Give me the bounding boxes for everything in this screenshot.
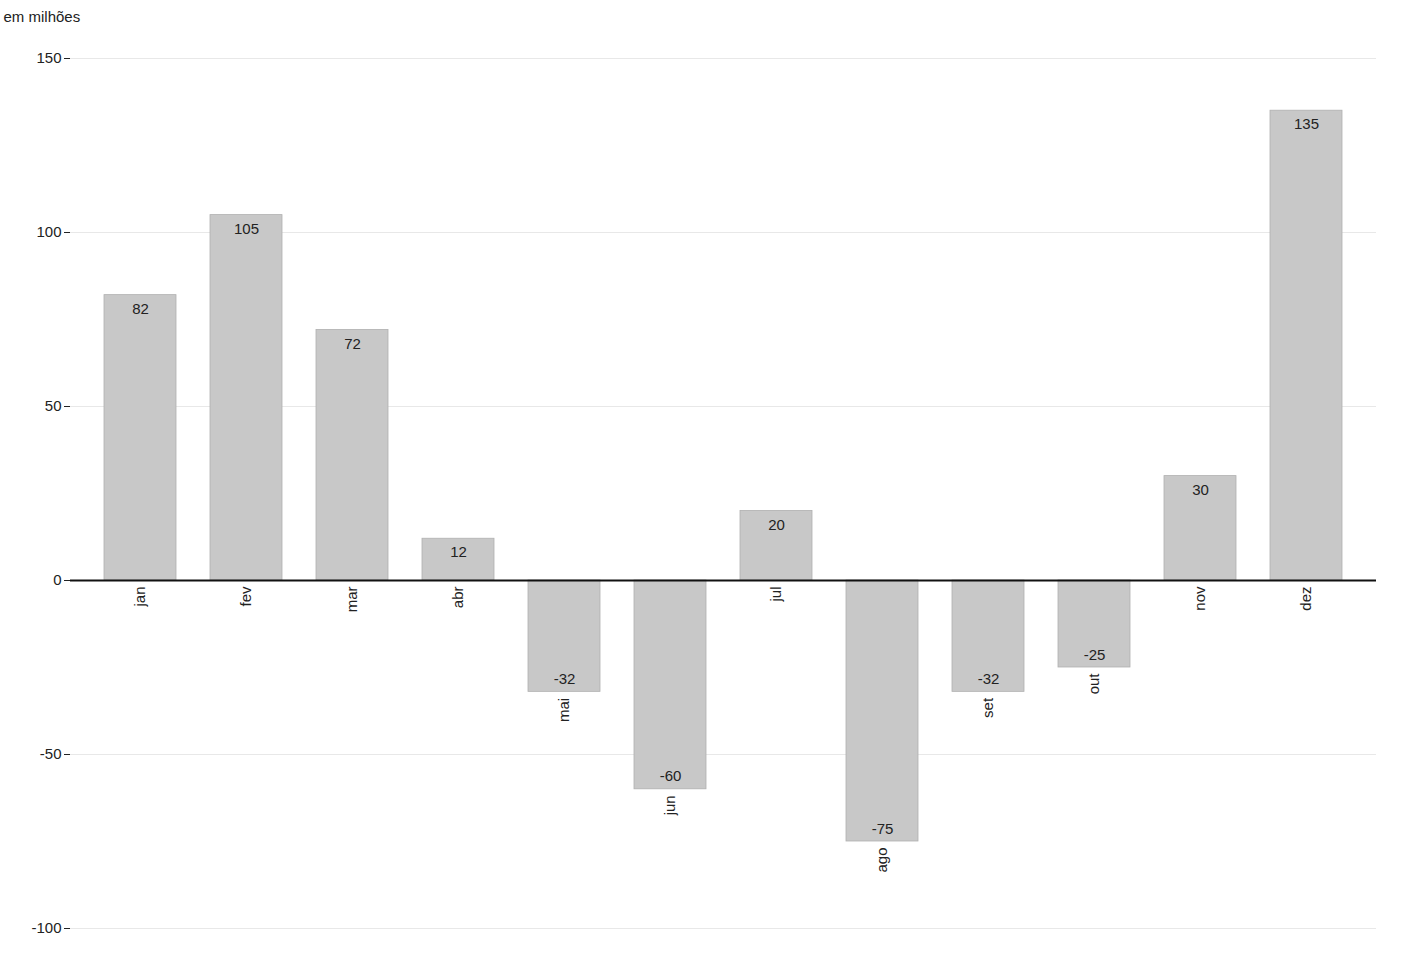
svg-text:0: 0 (53, 571, 61, 588)
svg-text:105: 105 (234, 220, 259, 237)
svg-text:jan: jan (131, 587, 148, 608)
svg-text:-100: -100 (31, 919, 61, 936)
svg-text:mai: mai (555, 698, 572, 722)
svg-text:100: 100 (36, 223, 61, 240)
svg-text:-32: -32 (978, 670, 1000, 687)
svg-text:12: 12 (450, 543, 467, 560)
svg-text:dez: dez (1297, 587, 1314, 611)
svg-text:mar: mar (343, 587, 360, 613)
svg-text:82: 82 (132, 300, 149, 317)
svg-text:set: set (979, 697, 996, 718)
svg-text:jun: jun (661, 795, 678, 816)
svg-text:-25: -25 (1084, 646, 1106, 663)
svg-text:-60: -60 (660, 767, 682, 784)
svg-text:fev: fev (237, 586, 254, 607)
svg-text:abr: abr (449, 587, 466, 609)
svg-text:150: 150 (36, 49, 61, 66)
svg-text:-50: -50 (40, 745, 62, 762)
svg-text:jul: jul (767, 587, 784, 603)
svg-text:135: 135 (1294, 115, 1319, 132)
svg-text:20: 20 (768, 516, 785, 533)
svg-text:out: out (1085, 673, 1102, 695)
svg-text:-75: -75 (872, 820, 894, 837)
svg-text:em milhões: em milhões (4, 8, 81, 25)
svg-text:-32: -32 (554, 670, 576, 687)
svg-text:ago: ago (873, 848, 890, 873)
svg-text:72: 72 (344, 335, 361, 352)
svg-text:50: 50 (45, 397, 62, 414)
svg-text:nov: nov (1191, 586, 1208, 611)
svg-text:30: 30 (1192, 481, 1209, 498)
